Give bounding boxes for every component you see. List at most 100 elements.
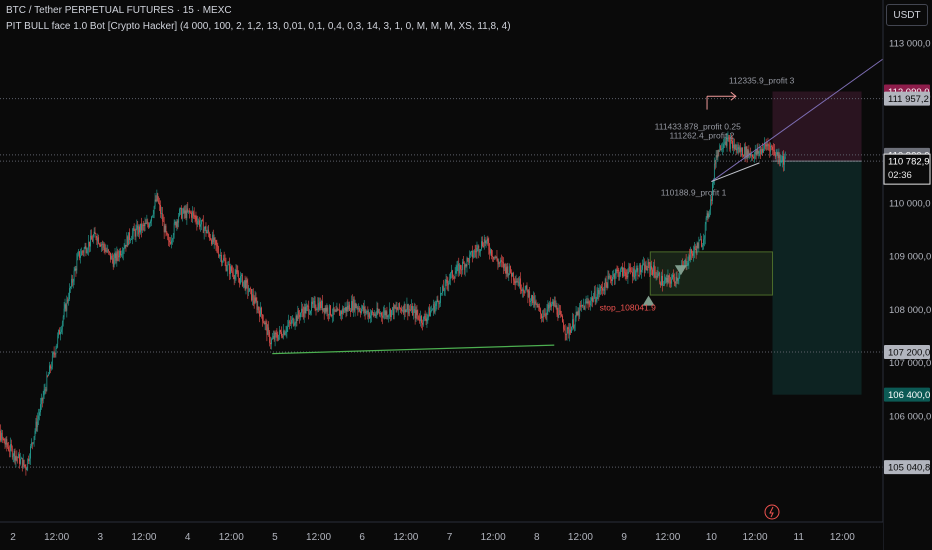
candle-body: [431, 310, 432, 311]
candle-body: [579, 305, 581, 317]
candle-body: [581, 304, 582, 307]
candle-body: [778, 154, 780, 158]
candle-body: [321, 301, 322, 309]
candle-body: [147, 221, 149, 225]
candle-body: [376, 308, 378, 316]
candle-body: [210, 238, 211, 240]
candle-body: [645, 264, 647, 270]
candle-body: [402, 310, 403, 311]
candle-body: [452, 277, 454, 279]
candle-body: [6, 439, 8, 446]
candle-body: [47, 375, 49, 377]
candle-body: [39, 412, 40, 416]
candle-body: [588, 301, 590, 304]
candle-body: [140, 223, 141, 233]
candle-body: [407, 304, 409, 314]
candle-body: [166, 231, 168, 235]
time-tick-label: 11: [794, 532, 805, 543]
candle-body: [57, 335, 59, 344]
candle-body: [577, 310, 579, 316]
price-level-label: 110 782,9: [888, 157, 930, 168]
candle-body: [661, 275, 662, 286]
candle-body: [61, 322, 63, 330]
candle-body: [317, 303, 319, 310]
candle-body: [533, 296, 535, 306]
candle-body: [46, 375, 48, 391]
candle-body: [685, 259, 687, 267]
candle-body: [345, 307, 347, 312]
candle-body: [161, 213, 162, 214]
candle-body: [15, 456, 17, 461]
candle-body: [723, 144, 724, 149]
candle-body: [502, 261, 504, 269]
candle-body: [36, 421, 38, 428]
candle-body: [41, 398, 42, 405]
candle-body: [240, 276, 241, 284]
candle-body: [259, 310, 260, 317]
candle-body: [115, 253, 117, 261]
candle-body: [197, 221, 199, 225]
candle-body: [446, 280, 448, 284]
candle-body: [473, 250, 475, 256]
candle-body: [729, 138, 731, 149]
candle-body: [414, 308, 416, 319]
candle-body: [781, 161, 782, 162]
candle-body: [368, 313, 370, 317]
indicator-title[interactable]: PIT BULL face 1.0 Bot [Crypto Hacker] (4…: [6, 21, 511, 32]
candle-body: [81, 251, 82, 256]
symbol-title[interactable]: BTC / Tether PERPETUAL FUTURES · 15 · ME…: [6, 5, 232, 16]
candle-body: [245, 280, 247, 290]
candle-body: [723, 142, 725, 145]
candle-body: [638, 275, 640, 277]
candle-body: [503, 263, 505, 269]
candle-body: [590, 300, 591, 306]
candle-body: [416, 310, 418, 315]
candle-body: [673, 277, 675, 282]
candle-body: [110, 252, 111, 260]
candle-body: [593, 291, 595, 298]
candle-body: [492, 256, 494, 259]
time-tick-label: 12:00: [481, 532, 506, 543]
candle-body: [324, 307, 326, 313]
candle-body: [670, 281, 672, 284]
candle-body: [754, 150, 756, 155]
candle-body: [30, 446, 31, 459]
candle-body: [395, 307, 397, 309]
currency-button[interactable]: USDT: [886, 4, 928, 26]
candle-body: [185, 210, 187, 219]
candle-body: [292, 318, 293, 321]
candle-body: [398, 303, 400, 310]
candle-body: [718, 150, 720, 152]
candle-body: [136, 225, 138, 229]
candle-body: [208, 229, 210, 234]
candle-body: [684, 259, 686, 262]
candle-body: [50, 365, 51, 369]
candle-body: [142, 224, 144, 226]
candle-body: [773, 149, 775, 154]
candle-body: [553, 301, 554, 307]
candle-body: [335, 310, 337, 312]
candle-body: [408, 309, 410, 314]
candle-body: [220, 254, 221, 256]
candle-body: [651, 266, 652, 270]
countdown-label: 02:36: [888, 170, 912, 181]
candle-body: [739, 147, 741, 153]
candle-body: [199, 220, 200, 227]
candle-body: [64, 304, 66, 309]
candle-body: [268, 327, 270, 332]
candle-body: [85, 246, 87, 253]
candle-body: [654, 271, 656, 277]
candle-body: [221, 261, 223, 263]
candle-body: [722, 148, 723, 150]
candle-body: [53, 352, 55, 354]
candle-body: [97, 237, 99, 242]
candle-body: [242, 281, 244, 286]
candle-body: [505, 267, 507, 274]
candle-body: [453, 277, 455, 279]
candle-body: [70, 286, 71, 289]
candle-body: [675, 276, 677, 284]
candle-body: [711, 199, 712, 201]
candle-body: [783, 155, 784, 165]
candle-body: [257, 306, 259, 310]
